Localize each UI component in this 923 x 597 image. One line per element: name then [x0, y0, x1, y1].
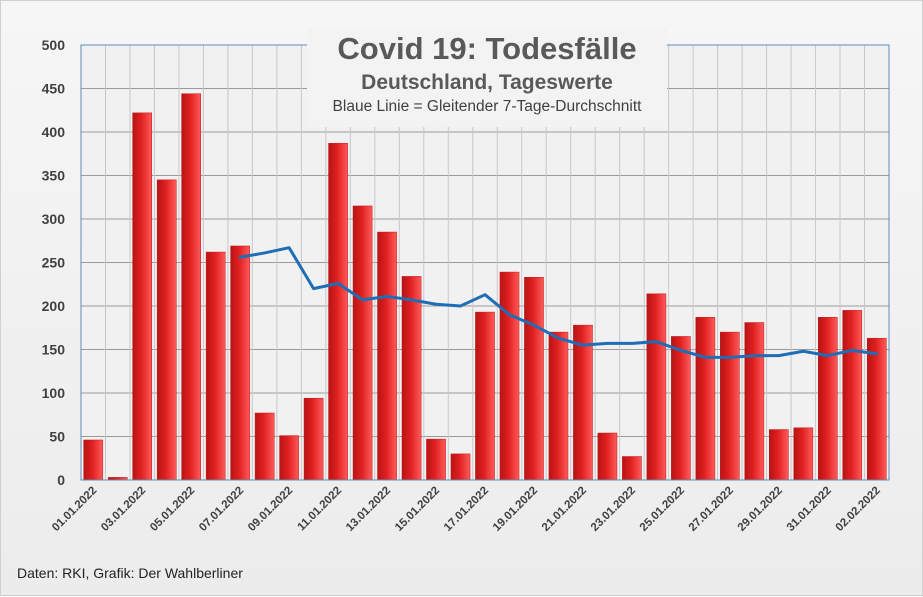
bar-10.01.2022	[303, 397, 324, 481]
bar-15.01.2022	[426, 438, 446, 481]
chart-subtitle: Deutschland, Tageswerte	[361, 71, 613, 94]
bar-27.01.2022	[720, 331, 740, 481]
x-tick-label: 29.01.2022	[736, 485, 785, 534]
y-tick-label: 50	[49, 429, 65, 445]
y-tick-label: 300	[42, 211, 66, 227]
x-tick-label: 03.01.2022	[99, 485, 148, 534]
x-tick-label: 25.01.2022	[638, 485, 687, 534]
bar-30.01.2022	[793, 427, 814, 481]
x-tick-label: 13.01.2022	[344, 485, 393, 534]
x-tick-label: 02.02.2022	[834, 485, 883, 534]
bar-21.01.2022	[573, 324, 593, 481]
bar-12.01.2022	[352, 205, 373, 481]
bar-19.01.2022	[524, 277, 544, 481]
chart-title: Covid 19: Todesfälle	[337, 31, 637, 66]
bar-25.01.2022	[671, 336, 691, 481]
y-tick-label: 150	[42, 342, 66, 358]
bar-20.01.2022	[548, 331, 569, 481]
bar-31.01.2022	[817, 317, 838, 481]
y-tick-label: 450	[42, 81, 66, 97]
x-tick-label: 21.01.2022	[540, 485, 589, 534]
x-tick-label: 01.01.2022	[50, 485, 99, 534]
source-credit: Daten: RKI, Grafik: Der Wahlberliner	[17, 565, 243, 581]
x-tick-label: 31.01.2022	[785, 485, 834, 534]
x-tick-label: 15.01.2022	[393, 485, 442, 534]
bar-16.01.2022	[450, 453, 471, 481]
x-tick-label: 09.01.2022	[246, 485, 295, 534]
title-box: Covid 19: Todesfälle Deutschland, Tagesw…	[307, 29, 667, 127]
bar-14.01.2022	[401, 276, 422, 481]
y-tick-label: 200	[42, 298, 66, 314]
y-tick-label: 0	[57, 472, 65, 488]
y-tick-label: 100	[42, 385, 66, 401]
bar-29.01.2022	[769, 429, 789, 481]
x-tick-label: 19.01.2022	[491, 485, 540, 534]
bar-01.01.2022	[83, 439, 104, 481]
bar-22.01.2022	[597, 432, 618, 481]
bar-06.01.2022	[205, 251, 226, 481]
bar-23.01.2022	[622, 456, 642, 481]
line-layer	[238, 246, 879, 359]
bar-18.01.2022	[499, 271, 520, 481]
bar-07.01.2022	[230, 245, 250, 481]
bar-28.01.2022	[744, 322, 765, 481]
bar-11.01.2022	[328, 143, 348, 481]
bar-03.01.2022	[132, 112, 153, 481]
bar-02.02.2022	[866, 337, 887, 481]
y-tick-label: 500	[42, 37, 66, 53]
y-tick-label: 250	[42, 255, 66, 271]
bar-05.01.2022	[181, 93, 201, 481]
bar-01.02.2022	[842, 310, 863, 481]
x-tick-label: 05.01.2022	[148, 485, 197, 534]
bar-layer	[83, 93, 887, 481]
bar-08.01.2022	[254, 412, 275, 481]
bar-13.01.2022	[377, 231, 397, 481]
x-tick-label: 27.01.2022	[687, 485, 736, 534]
bar-24.01.2022	[646, 293, 667, 481]
x-tick-label: 17.01.2022	[442, 485, 491, 534]
x-tick-label: 07.01.2022	[197, 485, 246, 534]
bar-04.01.2022	[156, 179, 177, 481]
y-tick-label: 400	[42, 124, 66, 140]
chart-annotation: Blaue Linie = Gleitender 7-Tage-Durchsch…	[332, 98, 642, 115]
bar-17.01.2022	[475, 311, 495, 481]
x-tick-label: 23.01.2022	[589, 485, 638, 534]
y-tick-label: 350	[42, 168, 66, 184]
bar-26.01.2022	[695, 317, 716, 481]
x-tick-label: 11.01.2022	[295, 485, 344, 534]
bar-09.01.2022	[279, 435, 299, 481]
moving-average-line	[238, 246, 879, 359]
